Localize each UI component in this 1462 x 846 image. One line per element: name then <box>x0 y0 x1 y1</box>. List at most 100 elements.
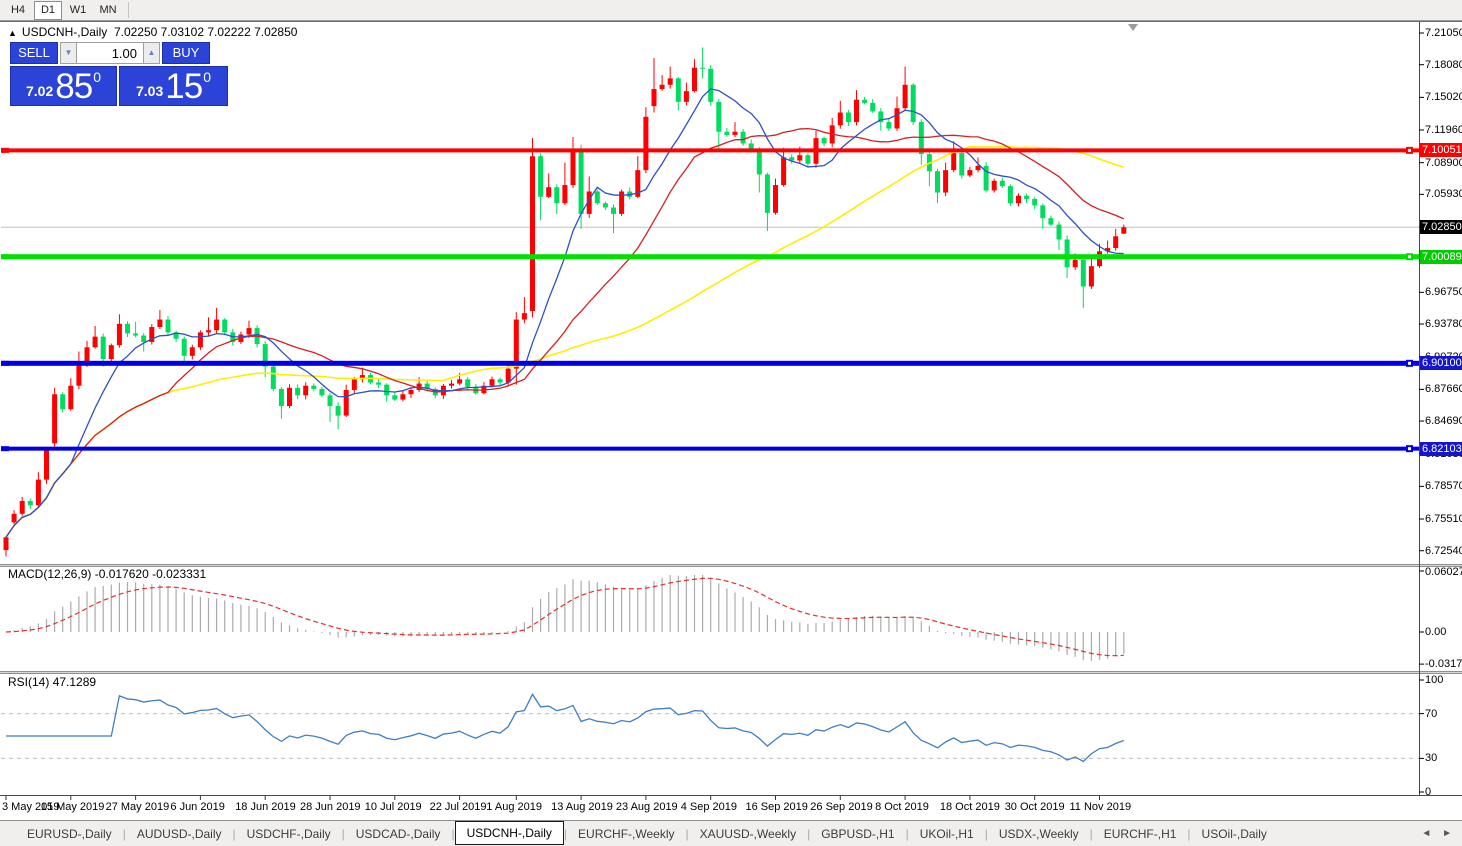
date-axis-label: 6 Jun 2019 <box>170 801 225 813</box>
date-axis-label: 16 Sep 2019 <box>745 801 808 813</box>
price-axis-tick: 6.96750 <box>1425 286 1462 299</box>
price-badge: 7.10051 <box>1420 143 1462 158</box>
date-axis-label: 3 May 2019 <box>2 801 60 813</box>
tab-divider: | <box>451 826 455 841</box>
tab-divider: | <box>1089 826 1093 841</box>
macd-axis-tick: 0.060273 <box>1425 566 1462 578</box>
rsi-label: RSI(14) <box>8 675 50 689</box>
timeframe-buttons: H4 D1 W1 MN <box>3 0 123 20</box>
price-axis-tick: 6.72540 <box>1425 544 1462 557</box>
sell-price-big: 85 <box>55 67 93 106</box>
tab-divider: | <box>232 826 236 841</box>
price-axis-tick: 6.78570 <box>1425 480 1462 493</box>
tab-ukoil-h1[interactable]: UKOil-,H1 <box>919 826 974 841</box>
buy-price-box[interactable]: 7.03 15 0 <box>119 66 228 106</box>
buy-price-sup: 0 <box>203 69 211 85</box>
macd-label: MACD(12,26,9) <box>8 567 92 581</box>
tab-scroll-left-icon[interactable]: ◄ <box>1421 828 1432 839</box>
tab-divider: | <box>122 826 126 841</box>
tab-divider: | <box>984 826 988 841</box>
price-axis-tick: 6.87660 <box>1425 383 1462 396</box>
tf-button-mn[interactable]: MN <box>99 3 117 16</box>
tf-button-w1[interactable]: W1 <box>69 3 87 16</box>
volume-decrease-icon[interactable]: ▼ <box>60 42 77 64</box>
macd-axis-tick: 0.00 <box>1425 626 1447 638</box>
tab-scroll-nav: ◄ ► <box>1413 828 1462 839</box>
collapse-triangle-icon: ▲ <box>8 28 17 38</box>
buy-price-big: 15 <box>165 67 203 106</box>
symbol-tab-bar: EURUSD-,Daily | AUDUSD-,Daily | USDCHF-,Dail… <box>0 820 1462 846</box>
price-badge: 7.00089 <box>1420 249 1462 264</box>
tab-divider: | <box>905 826 909 841</box>
toolbar-separator <box>128 2 129 18</box>
tab-scroll-right-icon[interactable]: ► <box>1442 828 1452 839</box>
date-axis-label: 22 Jul 2019 <box>429 801 487 813</box>
date-axis-label: 27 May 2019 <box>105 801 170 813</box>
macd-rsi-splitter[interactable] <box>0 671 1462 674</box>
tab-audusd-daily[interactable]: AUDUSD-,Daily <box>136 826 222 841</box>
tab-divider: | <box>563 826 568 841</box>
tab-divider: | <box>807 826 811 841</box>
date-axis-label: 23 Aug 2019 <box>615 801 678 813</box>
chart-shift-marker-icon[interactable] <box>1128 24 1138 31</box>
date-axis-label: 4 Sep 2019 <box>680 801 737 813</box>
price-axis-tick: 7.18080 <box>1425 58 1462 71</box>
tab-usdcnh-daily[interactable]: USDCNH-,Daily <box>454 820 564 845</box>
sell-price-box[interactable]: 7.02 85 0 <box>10 66 117 106</box>
rsi-label-row: RSI(14) 47.1289 <box>8 675 96 689</box>
chart-title-row: ▲ USDCNH-,Daily 7.02250 7.03102 7.02222 7… <box>8 25 297 39</box>
rsi-axis-tick: 70 <box>1425 707 1438 720</box>
rsi-axis-tick: 30 <box>1425 752 1438 765</box>
price-badge: 7.02850 <box>1420 220 1462 235</box>
tf-button-d1[interactable]: D1 <box>34 0 62 20</box>
tab-usdx-weekly[interactable]: USDX-,Weekly <box>998 826 1079 841</box>
tab-gbpusd-h1[interactable]: GBPUSD-,H1 <box>821 826 895 841</box>
date-axis-label: 13 Aug 2019 <box>551 801 613 813</box>
date-axis-label: 11 Nov 2019 <box>1069 801 1132 813</box>
tab-divider: | <box>1187 826 1191 841</box>
date-axis-label: 30 Oct 2019 <box>1004 801 1065 813</box>
price-axis-tick: 7.21050 <box>1425 27 1462 39</box>
sell-button[interactable]: SELL <box>10 42 58 64</box>
price-axis-tick: 7.15020 <box>1425 91 1462 104</box>
tab-xauusd-weekly[interactable]: XAUUSD-,Weekly <box>699 826 797 841</box>
macd-label-row: MACD(12,26,9) -0.017620 -0.023331 <box>8 567 206 581</box>
one-click-trade-panel: SELL ▼ ▲ BUY 7.02 85 0 7.03 15 0 <box>10 42 228 106</box>
tab-divider: | <box>341 826 345 841</box>
macd-current-values: -0.017620 -0.023331 <box>94 567 207 581</box>
price-axis-border <box>1419 22 1420 795</box>
rsi-current-value: 47.1289 <box>52 675 97 689</box>
price-axis-tick: 6.75510 <box>1425 513 1462 526</box>
tab-eurchf-h1[interactable]: EURCHF-,H1 <box>1103 826 1177 841</box>
symbol-tabs: EURUSD-,Daily | AUDUSD-,Daily | USDCHF-,Dail… <box>16 820 1278 845</box>
macd-axis-tick: -0.031725 <box>1425 658 1462 671</box>
tab-usdcad-daily[interactable]: USDCAD-,Daily <box>355 826 441 841</box>
tab-eurusd-daily[interactable]: EURUSD-,Daily <box>27 826 112 841</box>
timeframe-toolbar: H4 D1 W1 MN <box>0 0 1462 21</box>
tab-divider: | <box>685 826 689 841</box>
tab-eurchf-weekly[interactable]: EURCHF-,Weekly <box>578 826 675 841</box>
chart-symbol-title: USDCNH-,Daily <box>21 25 108 39</box>
price-axis-tick: 7.11960 <box>1425 124 1462 136</box>
rsi-axis-tick: 0 <box>1425 786 1432 798</box>
rsi-axis-tick: 100 <box>1425 674 1444 686</box>
buy-button[interactable]: BUY <box>162 42 210 64</box>
price-axis-tick: 7.05930 <box>1425 188 1462 201</box>
volume-increase-icon[interactable]: ▲ <box>143 42 160 64</box>
tf-button-h4[interactable]: H4 <box>10 3 26 16</box>
buy-price-small: 7.03 <box>136 83 164 99</box>
price-badge: 6.90100 <box>1420 356 1462 371</box>
main-macd-splitter[interactable] <box>0 564 1462 567</box>
tab-usoil-daily[interactable]: USOil-,Daily <box>1201 826 1267 841</box>
date-axis-label: 28 Jun 2019 <box>300 801 361 813</box>
sell-price-sup: 0 <box>93 69 101 85</box>
tab-usdchf-daily[interactable]: USDCHF-,Daily <box>246 826 331 841</box>
price-axis-tick: 7.08900 <box>1425 156 1462 169</box>
price-axis-tick: 6.93780 <box>1425 318 1462 331</box>
date-axis-label: 15 May 2019 <box>40 801 105 813</box>
price-axis-tick: 6.84690 <box>1425 415 1462 428</box>
date-axis-label: 8 Oct 2019 <box>875 801 929 813</box>
volume-input[interactable] <box>77 42 143 64</box>
